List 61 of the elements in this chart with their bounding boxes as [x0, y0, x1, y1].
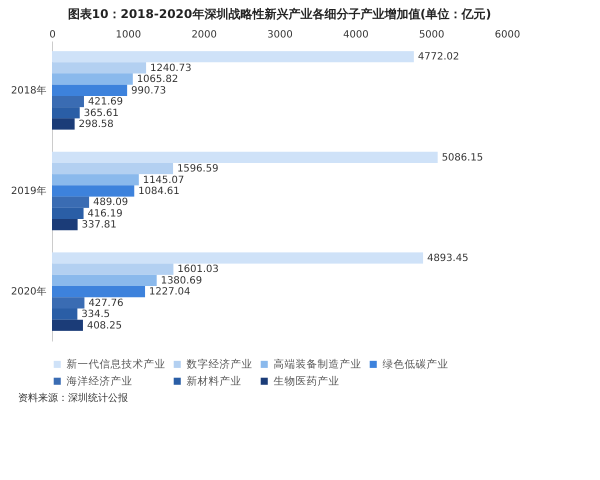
data-label: 334.5 — [81, 309, 110, 320]
bar — [52, 162, 174, 174]
x-tick-label: 2000 — [191, 30, 217, 40]
data-label: 1380.69 — [160, 275, 202, 286]
bar — [52, 51, 414, 62]
data-label: 1596.59 — [177, 164, 218, 175]
legend-label: 海洋经济产业 — [66, 374, 132, 388]
data-label: 1084.61 — [138, 186, 180, 197]
data-label: 5086.15 — [442, 152, 484, 164]
bar — [52, 152, 438, 163]
legend-label: 绿色低碳产业 — [382, 357, 448, 370]
data-label: 1240.73 — [150, 62, 192, 74]
data-label: 416.19 — [88, 208, 123, 220]
bar — [52, 320, 83, 331]
legend-label: 新一代信息技术产业 — [66, 357, 166, 370]
data-label: 337.81 — [82, 220, 117, 231]
bar — [52, 185, 134, 197]
text: 资料来源：深圳统计公报 — [17, 392, 129, 405]
data-label: 1601.03 — [177, 264, 219, 276]
legend-label: 新材料产业 — [186, 374, 242, 388]
x-tick-label: 4000 — [343, 30, 369, 40]
y-tick-label: 2020年 — [11, 286, 46, 298]
bar — [52, 219, 78, 230]
bar — [52, 208, 84, 220]
data-label: 365.61 — [84, 108, 119, 119]
data-label: 489.09 — [93, 197, 128, 208]
bar — [52, 118, 75, 130]
x-tick-label: 6000 — [494, 30, 520, 40]
data-label: 1145.07 — [142, 174, 184, 186]
bar — [52, 274, 157, 286]
data-label: 990.73 — [131, 85, 166, 96]
legend-label: 高端装备制造产业 — [274, 357, 362, 370]
data-label: 1065.82 — [136, 74, 178, 86]
legend-label: 数字经济产业 — [186, 357, 252, 370]
bar — [52, 252, 424, 264]
bar — [52, 297, 84, 308]
legend-label: 生物医药产业 — [274, 374, 340, 388]
x-tick-label: 1000 — [116, 30, 142, 40]
bar — [52, 62, 146, 74]
bar — [52, 96, 84, 108]
data-label: 1227.04 — [149, 286, 190, 298]
bar — [52, 74, 133, 85]
data-label: 421.69 — [88, 96, 123, 108]
x-tick-label: 0 — [49, 30, 56, 40]
bar — [52, 286, 146, 298]
data-label: 4772.02 — [418, 52, 460, 63]
data-label: 4893.45 — [427, 253, 468, 264]
data-label: 298.58 — [78, 118, 114, 130]
bar — [52, 196, 90, 208]
bar — [52, 84, 128, 96]
x-tick-label: 3000 — [267, 30, 293, 40]
x-tick-label: 5000 — [418, 30, 444, 40]
y-tick-label: 2018年 — [11, 84, 46, 96]
data-label: 408.25 — [86, 320, 122, 332]
bar — [52, 264, 174, 275]
y-tick-label: 2019年 — [11, 185, 46, 197]
bar — [52, 174, 139, 186]
chart-title: 图表10：2018-2020年深圳战略性新兴产业各细分子产业增加值(单位：亿元) — [68, 7, 492, 21]
data-label: 427.76 — [88, 298, 124, 309]
bar — [52, 308, 78, 320]
bar — [52, 107, 80, 118]
